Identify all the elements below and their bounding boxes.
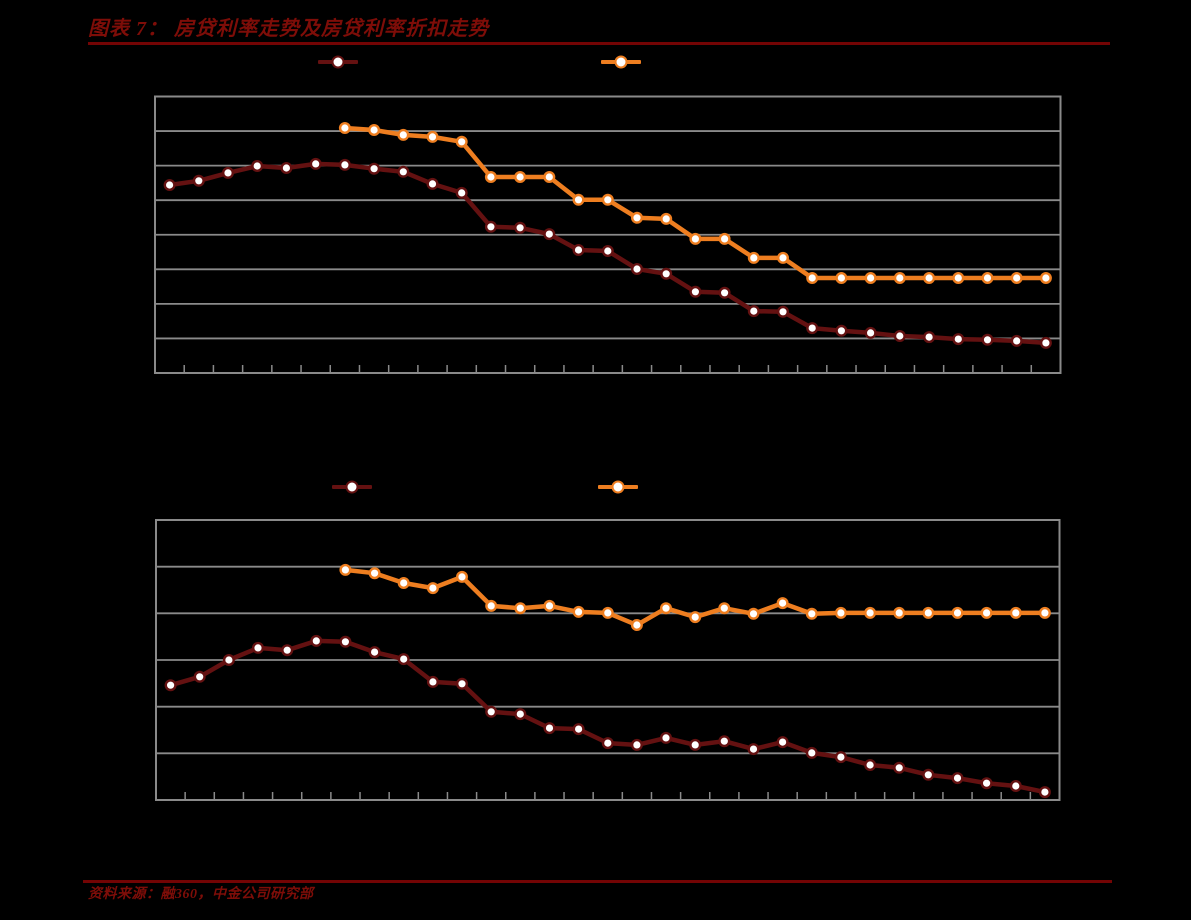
legend-dot-icon xyxy=(345,480,359,494)
mortgage-rate-discount-trend-chart xyxy=(155,519,1061,801)
legend-dot-icon xyxy=(611,480,625,494)
mortgage-rate-trend-chart xyxy=(154,95,1062,374)
chart1-legend-marker-maroon-icon xyxy=(318,55,358,69)
chart2-legend-marker-maroon-icon xyxy=(332,480,372,494)
footer-rule xyxy=(83,880,1112,883)
legend-dot-icon xyxy=(614,55,628,69)
title-rule xyxy=(88,42,1110,45)
source-note: 资料来源：融360，中金公司研究部 xyxy=(88,887,314,902)
chart2-legend-marker-orange-icon xyxy=(598,480,638,494)
chart1-legend-marker-orange-icon xyxy=(601,55,641,69)
figure-title: 图表 7： 房贷利率走势及房贷利率折扣走势 xyxy=(88,18,489,40)
legend-dot-icon xyxy=(331,55,345,69)
